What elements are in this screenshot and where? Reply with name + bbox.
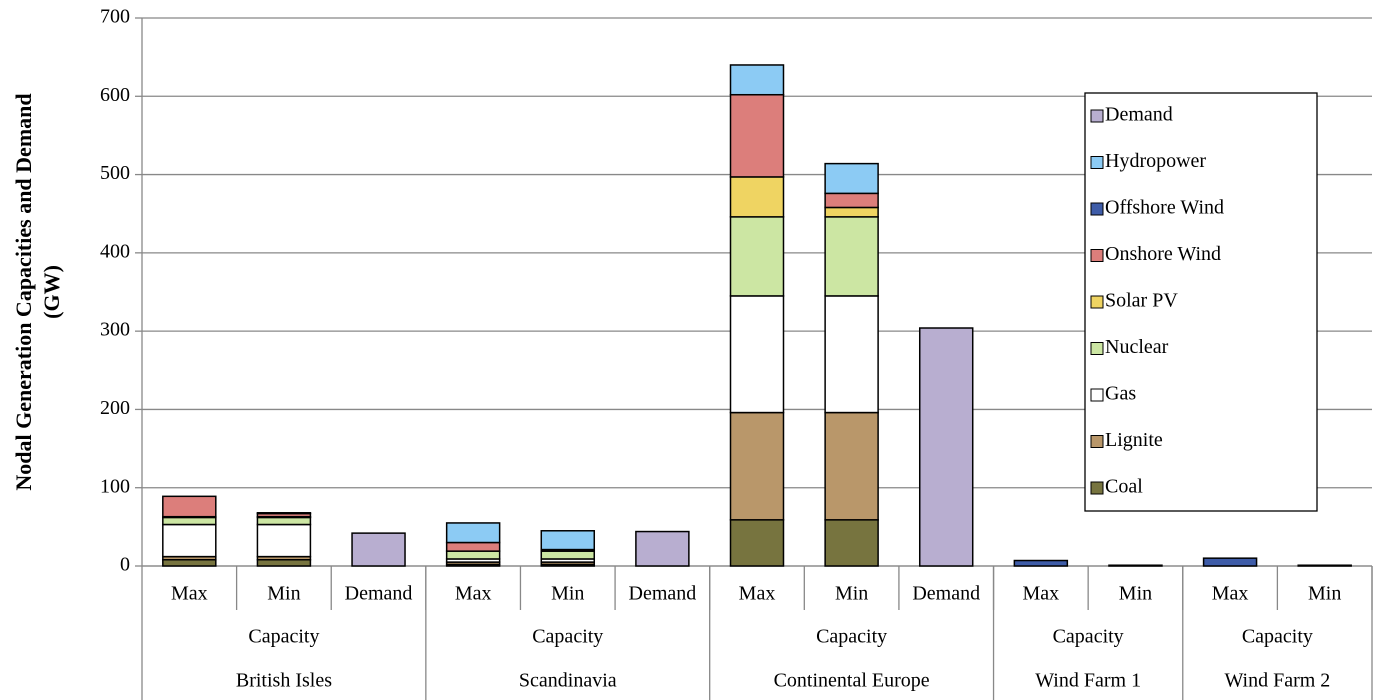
legend-label: Demand [1105,104,1173,126]
legend-label: Solar PV [1105,290,1178,312]
subgroup-label: Capacity [248,626,319,648]
x-tick-label: Max [1023,583,1060,605]
bar-segment [1297,564,1352,567]
subgroup-label: Capacity [816,626,887,648]
y-tick-label: 400 [100,240,130,262]
bar-segment [635,530,690,567]
legend-label: Coal [1105,476,1143,498]
bar-segment [824,216,879,297]
y-axis-title: Nodal Generation Capacities and Demand [11,93,36,490]
bar-segment [824,295,879,414]
bar-segment [1013,559,1069,567]
legend-swatch [1090,156,1104,169]
bar-segment [729,93,785,178]
y-tick-label: 100 [100,475,130,497]
bar-segment [162,495,217,518]
bar-segment [540,530,596,551]
group-label: Wind Farm 2 [1224,670,1330,692]
bar-segment [445,541,501,552]
x-tick-label: Max [455,583,492,605]
y-tick-label: 700 [100,6,130,28]
y-tick-label: 0 [120,554,130,576]
legend-label: Hydropower [1105,150,1206,172]
legend-swatch [1090,342,1104,355]
bar-segment [824,192,879,209]
y-tick-label: 500 [100,162,130,184]
bar-segment [256,512,312,515]
subgroup-label: Capacity [1242,626,1313,648]
subgroup-label: Capacity [1053,626,1124,648]
legend-swatch [1090,109,1104,123]
bar-segment [729,216,785,297]
y-tick-label: 300 [100,319,130,341]
x-tick-label: Min [1119,583,1152,605]
bar-segment [1108,564,1163,567]
x-tick-label: Min [551,583,584,605]
x-tick-label: Max [1212,583,1249,605]
bar-segment [729,176,785,218]
bar-segment [256,558,312,567]
bar-segment [729,519,785,567]
bar-segment [729,64,785,96]
legend-swatch [1090,202,1104,216]
group-label: Wind Farm 1 [1035,670,1141,692]
legend-label: Offshore Wind [1105,197,1224,219]
bar-segment [824,162,879,195]
bar-segment [256,516,312,526]
legend-label: Lignite [1105,429,1163,451]
y-tick-label: 600 [100,84,130,106]
bar-segment [729,411,785,521]
y-tick-label: 200 [100,397,130,419]
bar-segment [729,295,785,414]
group-label: Scandinavia [519,670,617,692]
bar-segment [824,206,879,218]
bar-segment [824,411,879,521]
bar-segment [824,519,879,567]
bar-segment [918,327,974,567]
legend-swatch [1090,388,1104,402]
bar-segment [162,516,217,526]
bar-segment [256,523,312,558]
x-tick-label: Min [267,583,300,605]
subgroup-label: Capacity [532,626,603,648]
bar-segment [540,550,596,560]
bar-segment [445,522,501,544]
x-tick-label: Demand [345,583,413,605]
group-label: Continental Europe [774,670,930,692]
bar-segment [445,550,501,560]
legend-box [1084,92,1318,512]
legend-swatch [1090,481,1104,495]
x-tick-label: Demand [629,583,697,605]
x-tick-label: Max [739,583,776,605]
legend-label: Nuclear [1105,336,1169,358]
bar-segment [162,523,217,558]
bar-segment [162,558,217,567]
bar-segment [1202,557,1258,567]
x-tick-label: Min [1308,583,1341,605]
legend-swatch [1090,249,1104,262]
bar-segment [351,532,406,567]
legend-label: Onshore Wind [1105,243,1221,265]
x-tick-label: Demand [912,583,980,605]
x-tick-label: Min [835,583,868,605]
legend-label: Gas [1105,383,1136,405]
legend-swatch [1090,295,1104,309]
x-tick-label: Max [171,583,208,605]
legend-swatch [1090,435,1104,448]
y-axis-title: (GW) [39,265,64,319]
group-label: British Isles [236,670,332,692]
